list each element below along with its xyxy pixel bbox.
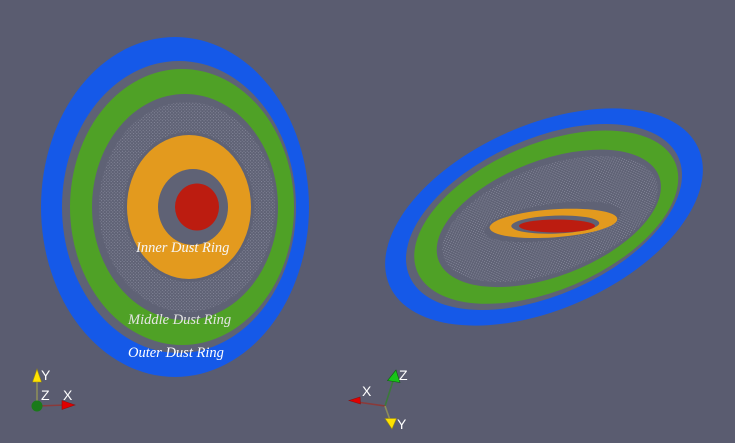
svg-text:Y: Y: [397, 416, 407, 432]
svg-text:Z: Z: [41, 387, 50, 403]
svg-text:X: X: [63, 387, 73, 403]
svg-text:Z: Z: [399, 367, 408, 383]
svg-text:X: X: [362, 383, 372, 399]
svg-text:Y: Y: [41, 367, 51, 383]
